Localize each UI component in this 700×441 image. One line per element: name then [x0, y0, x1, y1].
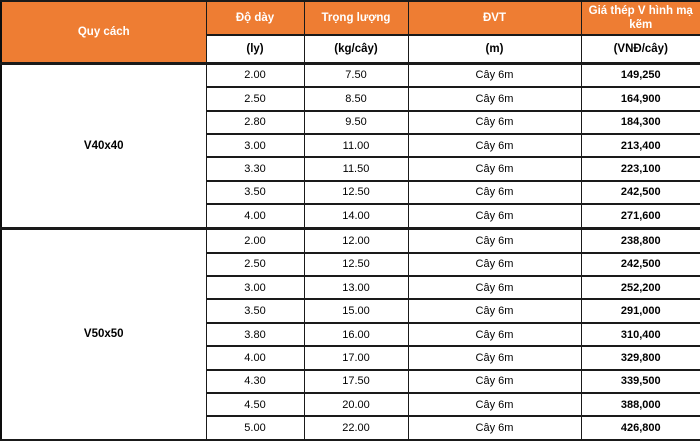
thickness-cell: 4.30	[205, 368, 305, 395]
price-cell: 252,200	[580, 275, 700, 301]
price-cell: 242,500	[580, 179, 700, 206]
weight-cell: 11.00	[303, 132, 409, 159]
price-cell: 242,500	[580, 251, 700, 278]
table-row: 3.80 16.00 Cây 6m 310,400	[1, 321, 700, 348]
weight-cell: 12.50	[303, 179, 409, 206]
table-row: 3.50 12.50 Cây 6m 242,500	[1, 179, 700, 206]
unit-cell: Cây 6m	[407, 275, 582, 301]
thickness-cell: 3.00	[205, 132, 305, 159]
weight-cell: 12.00	[303, 226, 409, 254]
thickness-cell: 5.00	[205, 415, 305, 441]
unit-cell: Cây 6m	[407, 298, 582, 324]
column-header-price: Giá thép V hình mạ kẽm	[580, 0, 700, 36]
unit-cell: Cây 6m	[407, 226, 582, 254]
table-row: V40x40 2.00 7.50 Cây 6m 149,250	[0, 61, 700, 230]
weight-cell: 9.50	[303, 109, 409, 136]
table-row: 3.00 11.00 Cây 6m 213,400	[1, 132, 700, 159]
table-row: V50x50 2.00 12.00 Cây 6m 238,800	[0, 226, 700, 441]
column-subheader-thickness: (ly)	[205, 34, 305, 65]
thickness-cell: 3.80	[205, 321, 305, 348]
unit-cell: Cây 6m	[407, 109, 582, 136]
table-row: 2.50 12.50 Cây 6m 242,500	[1, 251, 700, 278]
price-table-header: Quy cách Độ dày Trọng lượng ĐVT Giá thép…	[0, 0, 700, 65]
unit-cell: Cây 6m	[407, 156, 582, 182]
unit-cell: Cây 6m	[407, 61, 582, 89]
price-cell: 238,800	[580, 226, 700, 254]
column-header-thickness: Độ dày	[205, 0, 305, 36]
weight-cell: 22.00	[303, 415, 409, 441]
column-subheader-weight: (kg/cây)	[303, 34, 409, 65]
thickness-cell: 3.50	[205, 179, 305, 206]
weight-cell: 20.00	[303, 391, 409, 418]
price-cell: 213,400	[580, 132, 700, 159]
weight-cell: 17.50	[303, 368, 409, 395]
price-cell: 164,900	[580, 86, 700, 112]
price-cell: 339,500	[580, 368, 700, 395]
unit-cell: Cây 6m	[407, 345, 582, 371]
weight-cell: 15.00	[303, 298, 409, 324]
unit-cell: Cây 6m	[407, 321, 582, 348]
thickness-cell: 3.50	[205, 298, 305, 324]
unit-cell: Cây 6m	[407, 415, 582, 441]
table-row: 3.30 11.50 Cây 6m 223,100	[1, 156, 700, 182]
column-header-weight: Trọng lượng	[303, 0, 409, 36]
weight-cell: 14.00	[303, 203, 409, 230]
table-row: 3.00 13.00 Cây 6m 252,200	[1, 275, 700, 301]
weight-cell: 11.50	[303, 156, 409, 182]
unit-cell: Cây 6m	[407, 179, 582, 206]
spec-cell: V50x50	[0, 226, 207, 441]
table-row: 4.50 20.00 Cây 6m 388,000	[1, 391, 700, 418]
price-cell: 184,300	[580, 109, 700, 136]
thickness-cell: 2.50	[205, 86, 305, 112]
price-cell: 149,250	[580, 61, 700, 89]
thickness-cell: 2.00	[205, 61, 305, 89]
table-row: 5.00 22.00 Cây 6m 426,800	[1, 415, 700, 441]
column-header-spec: Quy cách	[0, 0, 207, 65]
price-table-body: V40x40 2.00 7.50 Cây 6m 149,250 2.50 8.50 Cây 6…	[0, 61, 700, 441]
thickness-cell: 4.00	[205, 345, 305, 371]
unit-cell: Cây 6m	[407, 251, 582, 278]
thickness-cell: 4.00	[205, 203, 305, 230]
price-cell: 271,600	[580, 203, 700, 230]
unit-cell: Cây 6m	[407, 368, 582, 395]
unit-cell: Cây 6m	[407, 203, 582, 230]
table-row: 2.50 8.50 Cây 6m 164,900	[1, 86, 700, 112]
table-row: 4.00 14.00 Cây 6m 271,600	[1, 203, 700, 230]
price-cell: 426,800	[580, 415, 700, 441]
thickness-cell: 2.00	[205, 226, 305, 254]
unit-cell: Cây 6m	[407, 391, 582, 418]
unit-cell: Cây 6m	[407, 86, 582, 112]
column-subheader-price: (VNĐ/cây)	[580, 34, 700, 65]
table-row: 4.00 17.00 Cây 6m 329,800	[1, 345, 700, 371]
table-row: 2.80 9.50 Cây 6m 184,300	[1, 109, 700, 136]
price-cell: 291,000	[580, 298, 700, 324]
weight-cell: 7.50	[303, 61, 409, 89]
price-cell: 388,000	[580, 391, 700, 418]
weight-cell: 16.00	[303, 321, 409, 348]
weight-cell: 8.50	[303, 86, 409, 112]
column-subheader-unit: (m)	[407, 34, 582, 65]
price-cell: 329,800	[580, 345, 700, 371]
weight-cell: 13.00	[303, 275, 409, 301]
weight-cell: 12.50	[303, 251, 409, 278]
spec-cell: V40x40	[0, 61, 207, 230]
price-cell: 310,400	[580, 321, 700, 348]
weight-cell: 17.00	[303, 345, 409, 371]
table-row: 4.30 17.50 Cây 6m 339,500	[1, 368, 700, 395]
thickness-cell: 2.50	[205, 251, 305, 278]
unit-cell: Cây 6m	[407, 132, 582, 159]
thickness-cell: 3.30	[205, 156, 305, 182]
thickness-cell: 2.80	[205, 109, 305, 136]
column-header-unit: ĐVT	[407, 0, 582, 36]
thickness-cell: 3.00	[205, 275, 305, 301]
price-cell: 223,100	[580, 156, 700, 182]
thickness-cell: 4.50	[205, 391, 305, 418]
table-row: 3.50 15.00 Cây 6m 291,000	[1, 298, 700, 324]
